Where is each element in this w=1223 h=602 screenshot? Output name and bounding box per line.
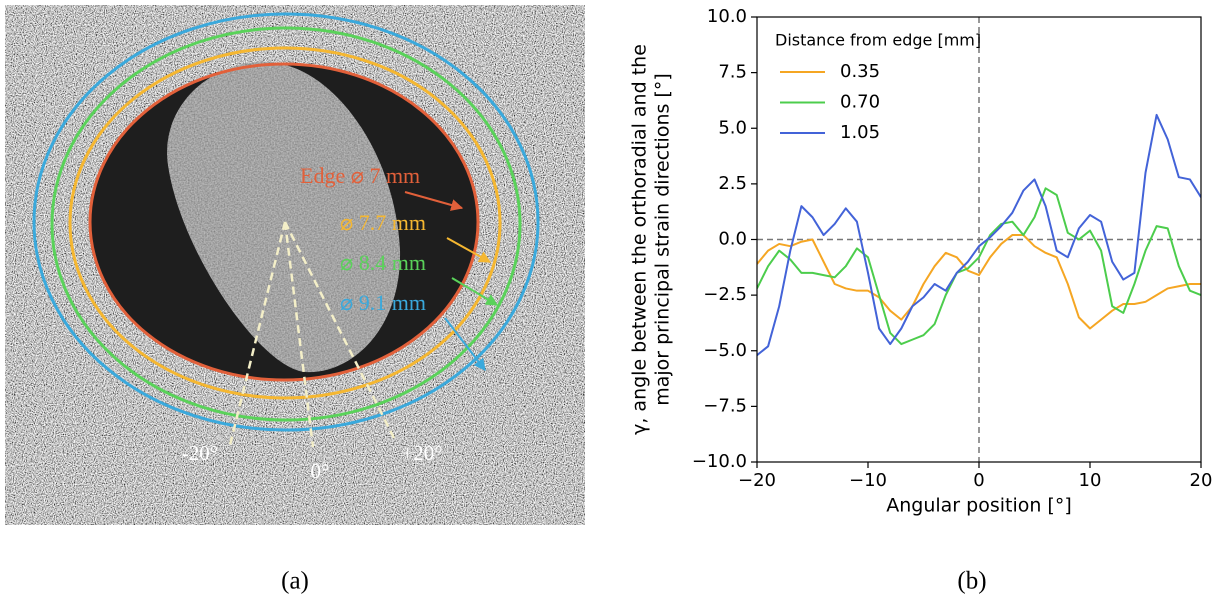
angle-label: +20° — [401, 441, 442, 465]
x-tick-label: 0 — [973, 470, 984, 491]
legend-label: 0.35 — [840, 61, 880, 82]
y-tick-label: −10.0 — [692, 451, 747, 472]
plot-frame — [756, 16, 1202, 463]
angle-lines — [228, 221, 397, 448]
arrows — [404, 191, 499, 371]
legend-label: 1.05 — [840, 122, 880, 143]
circle-9-1 — [32, 12, 540, 432]
y-tick-label: −2.5 — [703, 284, 747, 305]
label-9-1: ⌀ 9.1 mm — [340, 290, 426, 315]
photo: Edge ⌀ 7 mm ⌀ 7.7 mm ⌀ 8.4 mm ⌀ 9.1 mm -… — [5, 5, 585, 525]
y-tick-label: −7.5 — [703, 395, 747, 416]
label-7-7: ⌀ 7.7 mm — [340, 210, 426, 235]
circle-edge — [88, 62, 480, 382]
x-tick-label: 10 — [1079, 470, 1102, 491]
legend-label: 0.70 — [840, 92, 880, 113]
y-tick-label: 10.0 — [707, 6, 747, 27]
circle-7-7 — [68, 46, 502, 400]
y-tick-label: −5.0 — [703, 340, 747, 361]
y-tick-label: 0.0 — [718, 229, 747, 250]
caption: (a) — [281, 568, 309, 595]
series-line — [757, 113, 1201, 356]
y-axis-label: major principal strain directions [°] — [652, 73, 674, 406]
y-tick-label: 5.0 — [718, 117, 747, 138]
y-tick-label: 7.5 — [718, 62, 747, 83]
y-tick-label: 2.5 — [718, 173, 747, 194]
x-tick-label: −20 — [738, 470, 776, 491]
series-line — [757, 187, 1201, 346]
y-axis-label: γ, angle between the orthoradial and the — [629, 44, 651, 435]
caption: (b) — [957, 568, 986, 595]
angle-label: 0° — [311, 459, 330, 483]
angle-label: -20° — [182, 441, 218, 465]
x-tick-label: −10 — [849, 470, 887, 491]
label-edge: Edge ⌀ 7 mm — [300, 163, 420, 188]
x-tick-label: 20 — [1190, 470, 1213, 491]
legend-title: Distance from edge [mm] — [775, 31, 981, 50]
x-axis-label: Angular position [°] — [886, 495, 1072, 517]
circle-8-4 — [50, 26, 522, 422]
label-8-4: ⌀ 8.4 mm — [340, 250, 426, 275]
